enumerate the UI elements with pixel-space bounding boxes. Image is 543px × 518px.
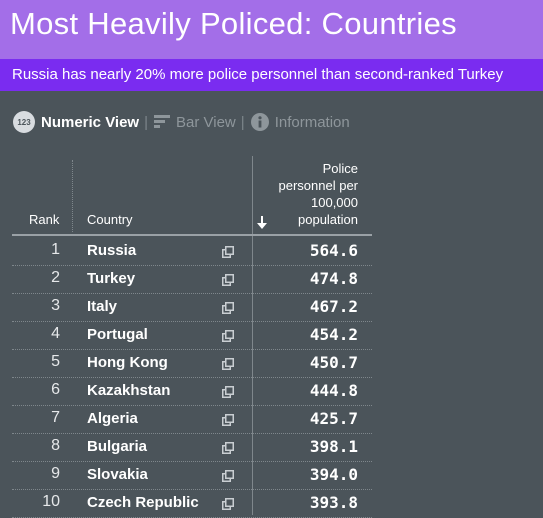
table-row[interactable]: 4 Portugal 454.2 xyxy=(12,321,372,350)
open-link-icon[interactable] xyxy=(222,469,234,487)
cell-country: Hong Kong xyxy=(87,354,168,371)
table-row[interactable]: 8 Bulgaria 398.1 xyxy=(12,433,372,462)
cell-country: Slovakia xyxy=(87,466,148,483)
cell-value: 394.0 xyxy=(309,465,358,484)
cell-rank: 5 xyxy=(51,353,60,370)
cell-value: 564.6 xyxy=(309,241,358,260)
open-link-icon[interactable] xyxy=(222,385,234,403)
table-row[interactable]: 5 Hong Kong 450.7 xyxy=(12,349,372,378)
open-link-icon[interactable] xyxy=(222,301,234,319)
view-tabs: 123 Numeric View | Bar View | Informatio… xyxy=(13,110,350,134)
page-title: Most Heavily Policed: Countries xyxy=(10,6,457,41)
title-bar: Most Heavily Policed: Countries xyxy=(0,0,543,59)
tab-bar-view[interactable]: Bar View xyxy=(154,114,236,131)
column-header-line: 100,000 xyxy=(311,195,358,210)
cell-country: Kazakhstan xyxy=(87,382,171,399)
column-header-police-per-100k[interactable]: Police personnel per 100,000 population xyxy=(262,160,359,228)
column-divider xyxy=(252,156,253,515)
cell-country: Portugal xyxy=(87,326,148,343)
cell-rank: 2 xyxy=(51,269,60,286)
cell-country: Turkey xyxy=(87,270,136,287)
column-header-line: population xyxy=(298,212,358,227)
subtitle-bar: Russia has nearly 20% more police person… xyxy=(0,59,543,91)
open-link-icon[interactable] xyxy=(222,441,234,459)
cell-rank: 9 xyxy=(51,465,60,482)
cell-value: 444.8 xyxy=(309,381,358,400)
rank-column-divider xyxy=(72,160,73,232)
cell-rank: 8 xyxy=(51,437,60,454)
column-header-rank[interactable]: Rank xyxy=(29,212,60,227)
numeric-123-icon: 123 xyxy=(13,111,35,133)
cell-rank: 7 xyxy=(51,409,60,426)
open-link-icon[interactable] xyxy=(222,329,234,347)
tab-numeric-view[interactable]: 123 Numeric View xyxy=(13,111,139,133)
table-row[interactable]: 6 Kazakhstan 444.8 xyxy=(12,377,372,406)
cell-value: 393.8 xyxy=(309,493,358,512)
open-link-icon[interactable] xyxy=(222,357,234,375)
tab-information-label: Information xyxy=(274,113,350,131)
open-link-icon[interactable] xyxy=(222,497,234,515)
info-icon xyxy=(250,113,269,131)
cell-value: 474.8 xyxy=(309,269,358,288)
header-rule xyxy=(12,234,372,236)
column-header-country[interactable]: Country xyxy=(87,212,133,227)
page-subtitle: Russia has nearly 20% more police person… xyxy=(12,66,504,83)
cell-value: 398.1 xyxy=(309,437,358,456)
table-row[interactable]: 2 Turkey 474.8 xyxy=(12,265,372,294)
cell-country: Czech Republic xyxy=(87,494,199,511)
cell-value: 450.7 xyxy=(309,353,358,372)
tab-numeric-view-label: Numeric View xyxy=(41,113,140,131)
cell-country: Algeria xyxy=(87,410,138,427)
bar-chart-icon xyxy=(154,115,171,128)
tab-separator: | xyxy=(240,113,245,131)
cell-rank: 10 xyxy=(42,493,60,510)
tab-information[interactable]: Information xyxy=(250,113,350,131)
open-link-icon[interactable] xyxy=(222,273,234,291)
table-row[interactable]: 10 Czech Republic 393.8 xyxy=(12,489,372,518)
cell-value: 467.2 xyxy=(309,297,358,316)
cell-country: Bulgaria xyxy=(87,438,148,455)
table-row[interactable]: 3 Italy 467.2 xyxy=(12,293,372,322)
cell-rank: 1 xyxy=(51,241,60,258)
cell-rank: 6 xyxy=(51,381,60,398)
cell-value: 425.7 xyxy=(309,409,358,428)
open-link-icon[interactable] xyxy=(222,245,234,263)
tab-separator: | xyxy=(144,113,149,131)
cell-value: 454.2 xyxy=(309,325,358,344)
cell-country: Italy xyxy=(87,298,118,315)
column-header-line: Police xyxy=(322,161,358,176)
table-row[interactable]: 1 Russia 564.6 xyxy=(12,237,372,266)
cell-rank: 4 xyxy=(51,325,60,342)
column-header-line: personnel per xyxy=(278,178,359,193)
tab-bar-view-label: Bar View xyxy=(176,113,236,131)
cell-rank: 3 xyxy=(51,297,60,314)
cell-country: Russia xyxy=(87,242,137,259)
table-row[interactable]: 9 Slovakia 394.0 xyxy=(12,461,372,490)
sort-descending-icon[interactable] xyxy=(257,216,267,229)
table-row[interactable]: 7 Algeria 425.7 xyxy=(12,405,372,434)
open-link-icon[interactable] xyxy=(222,413,234,431)
